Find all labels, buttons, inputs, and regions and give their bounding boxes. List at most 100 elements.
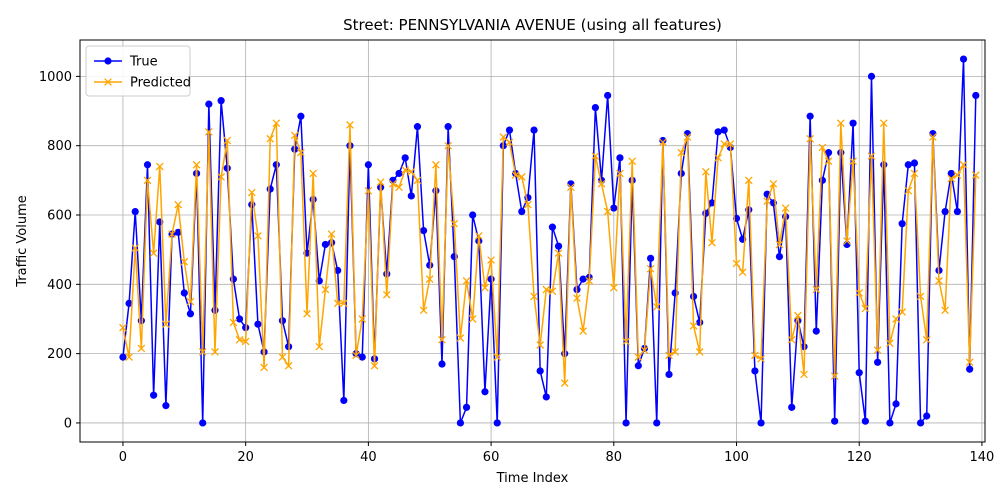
y-tick-label: 0 bbox=[64, 416, 72, 431]
data-point bbox=[849, 157, 857, 166]
data-point bbox=[370, 361, 379, 370]
data-point bbox=[604, 91, 612, 100]
data-point bbox=[873, 346, 882, 355]
data-point bbox=[855, 369, 863, 377]
data-point bbox=[548, 287, 557, 296]
data-point bbox=[702, 209, 710, 217]
data-point bbox=[622, 337, 630, 346]
data-point bbox=[579, 327, 587, 335]
y-tick-label: 600 bbox=[47, 209, 72, 224]
data-point bbox=[174, 228, 182, 236]
data-point bbox=[634, 362, 642, 370]
data-point bbox=[119, 353, 127, 361]
data-point bbox=[959, 160, 968, 169]
data-point bbox=[149, 249, 158, 257]
data-point bbox=[806, 134, 814, 143]
data-point bbox=[941, 306, 949, 315]
data-point bbox=[947, 169, 955, 178]
data-point bbox=[137, 344, 146, 353]
data-point bbox=[892, 315, 900, 323]
data-point bbox=[150, 391, 158, 399]
data-point bbox=[898, 220, 906, 228]
series-line bbox=[122, 122, 977, 384]
data-point bbox=[524, 200, 532, 209]
data-point bbox=[217, 97, 225, 105]
data-point bbox=[143, 161, 152, 169]
data-point bbox=[812, 285, 821, 294]
data-point bbox=[382, 290, 391, 299]
data-point bbox=[757, 354, 765, 363]
data-point bbox=[659, 136, 667, 145]
data-point bbox=[738, 268, 747, 277]
data-point bbox=[438, 360, 446, 368]
data-point bbox=[192, 160, 201, 169]
data-point bbox=[395, 183, 403, 192]
chart-title: Street: PENNSYLVANIA AVENUE (using all f… bbox=[343, 16, 722, 34]
data-point bbox=[751, 367, 759, 375]
data-point bbox=[254, 231, 262, 240]
x-tick-label: 140 bbox=[970, 450, 995, 465]
data-point bbox=[953, 171, 962, 180]
data-point bbox=[229, 275, 237, 283]
data-point bbox=[401, 166, 410, 174]
data-point bbox=[254, 320, 262, 328]
data-point bbox=[155, 162, 164, 171]
data-point bbox=[720, 140, 729, 148]
data-point bbox=[561, 350, 569, 358]
y-tick-label: 1000 bbox=[39, 70, 72, 85]
data-point bbox=[916, 292, 925, 301]
data-point bbox=[235, 335, 244, 344]
data-point bbox=[542, 285, 551, 294]
ticks: 0 20 40 60 80 100 120 140 0 200 400 600 800 1000 bbox=[39, 70, 994, 465]
data-point bbox=[536, 367, 544, 375]
data-point bbox=[180, 257, 189, 266]
data-point bbox=[880, 161, 888, 169]
data-point bbox=[695, 348, 704, 356]
x-tick-label: 80 bbox=[606, 450, 623, 465]
legend-label: Predicted bbox=[130, 76, 191, 91]
data-point bbox=[714, 153, 722, 162]
data-point bbox=[444, 123, 452, 131]
data-point bbox=[886, 339, 894, 348]
data-point bbox=[456, 419, 465, 427]
legend-label: True bbox=[129, 55, 158, 70]
data-point bbox=[788, 403, 796, 411]
data-point bbox=[168, 230, 176, 238]
data-point bbox=[812, 327, 820, 335]
data-point bbox=[229, 318, 238, 327]
data-point bbox=[849, 119, 857, 127]
data-point bbox=[775, 252, 784, 261]
data-point bbox=[775, 240, 784, 249]
x-axis-label: Time Index bbox=[496, 471, 569, 486]
data-point bbox=[732, 259, 741, 268]
data-point bbox=[204, 127, 213, 136]
data-point bbox=[953, 207, 961, 216]
y-tick-label: 400 bbox=[47, 278, 72, 293]
data-point bbox=[683, 129, 692, 138]
data-point bbox=[708, 199, 716, 207]
data-point bbox=[432, 160, 440, 169]
data-point bbox=[505, 126, 514, 134]
data-point bbox=[125, 299, 133, 307]
data-point bbox=[297, 112, 305, 120]
data-point bbox=[659, 138, 667, 147]
data-point bbox=[174, 200, 183, 209]
data-point bbox=[297, 148, 305, 157]
data-point bbox=[554, 242, 563, 250]
data-point bbox=[266, 185, 274, 193]
data-point bbox=[505, 138, 514, 147]
data-point bbox=[646, 264, 655, 273]
data-point bbox=[247, 188, 256, 197]
data-point bbox=[407, 192, 415, 200]
data-point bbox=[843, 237, 851, 245]
data-point bbox=[916, 419, 925, 427]
data-point bbox=[327, 230, 336, 238]
data-point bbox=[928, 133, 937, 141]
data-point bbox=[389, 176, 397, 184]
data-point bbox=[647, 254, 655, 262]
data-point bbox=[162, 402, 170, 410]
data-point bbox=[364, 161, 372, 169]
data-point bbox=[131, 207, 139, 216]
data-point bbox=[438, 335, 446, 344]
data-point bbox=[818, 143, 827, 152]
